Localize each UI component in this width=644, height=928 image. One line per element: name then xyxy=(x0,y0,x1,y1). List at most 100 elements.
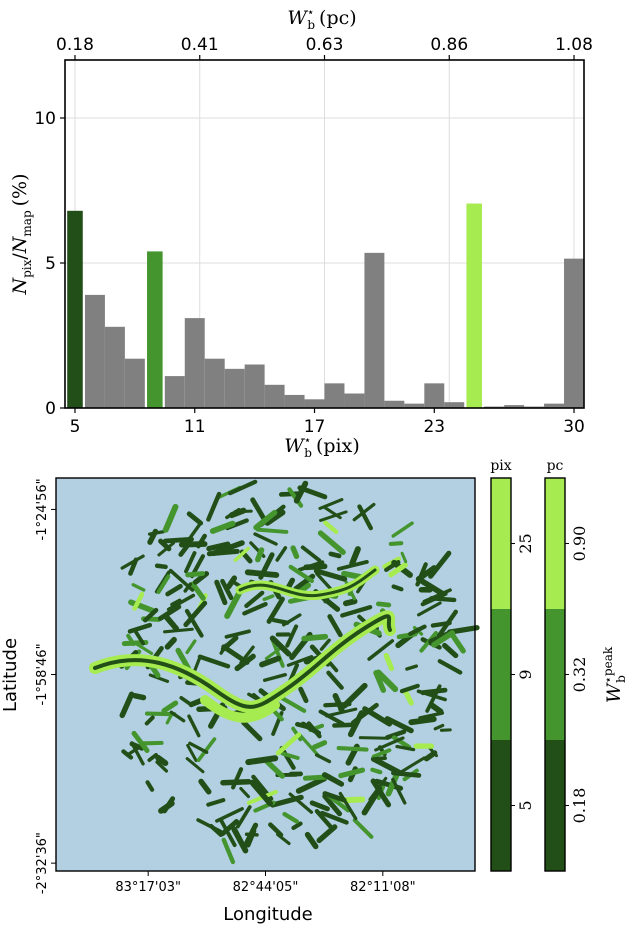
filament-segment xyxy=(219,643,228,655)
filament-segment xyxy=(408,716,437,726)
colorbar-pix-label: 5 xyxy=(516,800,535,810)
histogram-bar-29 xyxy=(544,403,565,408)
filament-segment xyxy=(370,756,403,776)
lon-tick-label: 83°17'03" xyxy=(115,880,181,895)
filament-segment xyxy=(367,639,395,661)
colorbar-pc-label: 0.32 xyxy=(570,657,589,693)
filament-segment xyxy=(206,798,226,807)
colorbar-pix-segment xyxy=(491,478,511,609)
filament-segment xyxy=(185,571,206,578)
lat-tick-label: -1°58'46" xyxy=(35,643,50,705)
filament-segment xyxy=(245,755,279,766)
filament-segment xyxy=(275,546,288,562)
filament-segment xyxy=(196,737,217,763)
histogram-bar-19 xyxy=(344,393,365,408)
filament-segment xyxy=(197,654,231,669)
colorbar-pc: pc 0.90 0.32 0.18 xyxy=(544,458,589,872)
filament-segment xyxy=(184,551,197,574)
colorbar-pix-label: 25 xyxy=(516,533,535,553)
histogram-bar-30 xyxy=(564,258,584,408)
filament-segment xyxy=(323,520,339,535)
histogram-bar-8 xyxy=(124,358,145,408)
filament-segment xyxy=(187,714,201,738)
filament-segment xyxy=(119,691,135,719)
histogram-bar-14 xyxy=(244,364,265,408)
filament-segment xyxy=(288,564,315,584)
filament-segment xyxy=(259,655,282,668)
filament-segment xyxy=(442,642,459,659)
histogram-bar-24 xyxy=(444,402,465,408)
filament-segment xyxy=(314,808,334,831)
filament-segment xyxy=(264,509,286,526)
bottom-axis-label: W⋆ b (pix) xyxy=(284,433,360,460)
filament-map xyxy=(89,479,480,865)
filament-segment xyxy=(325,707,358,718)
filament-segment xyxy=(391,584,404,592)
filament-segment xyxy=(352,818,374,839)
filament-segment xyxy=(186,511,204,526)
filament-segment xyxy=(321,772,345,787)
filament-segment xyxy=(262,594,275,602)
filament-segment xyxy=(384,729,407,740)
filament-segment xyxy=(322,793,343,817)
filament-segment xyxy=(428,702,444,715)
filament-segment xyxy=(358,736,390,740)
filament-segment xyxy=(317,530,346,555)
filament-segment xyxy=(185,757,205,774)
histogram-bar-21 xyxy=(384,400,405,408)
filament-segment xyxy=(290,545,300,560)
filament-segment xyxy=(264,645,284,660)
filament-segment xyxy=(128,599,156,614)
filament-segment xyxy=(198,778,212,795)
filament-segment xyxy=(371,748,392,759)
filament-segment xyxy=(293,480,309,504)
top-tick-label: 0.41 xyxy=(181,35,219,55)
histogram-bar-6 xyxy=(84,294,105,408)
filament-segment xyxy=(165,583,183,597)
filament-segment xyxy=(388,541,404,546)
filament-segment xyxy=(279,745,296,770)
colorbar-pc-segment xyxy=(545,740,565,871)
filament-segment xyxy=(437,659,463,675)
filament-segment xyxy=(206,491,222,522)
filament-segment xyxy=(133,641,154,656)
top-tick-label: 0.86 xyxy=(430,35,468,55)
filament-segment xyxy=(433,723,445,731)
histogram-bar-5 xyxy=(67,210,83,408)
filament-segment xyxy=(175,647,192,672)
filament-segment xyxy=(429,596,457,603)
filament-segment xyxy=(362,706,392,727)
filament-segment xyxy=(298,582,312,594)
histogram-bar-27 xyxy=(504,405,525,408)
filament-segment xyxy=(311,740,328,750)
filament-segment xyxy=(268,822,284,838)
histogram-bar-23 xyxy=(424,383,445,408)
latitude-label: Latitude xyxy=(0,638,21,712)
map-panel: 83°17'03" 82°44'05" 82°11'08" -1°24'56" -1°5… xyxy=(0,458,628,925)
filament-segment xyxy=(436,609,458,638)
filament-segment xyxy=(420,687,448,696)
filament-segment xyxy=(155,760,169,773)
filament-segment xyxy=(156,574,171,594)
filament-segment xyxy=(188,697,204,708)
filament-segment xyxy=(170,598,182,607)
filament-segment xyxy=(323,701,352,708)
filament-segment xyxy=(132,693,147,701)
filament-segment xyxy=(418,711,445,720)
filament-segment xyxy=(400,551,408,564)
filament-segment xyxy=(298,733,321,758)
filament-segment xyxy=(221,837,236,865)
colorbar-pc-label: 0.18 xyxy=(570,788,589,824)
colorbar-pix-label: 9 xyxy=(516,669,535,679)
filament-segment xyxy=(157,604,182,621)
filament-segment xyxy=(224,589,243,619)
filament-segment xyxy=(402,688,414,706)
filament-segment xyxy=(374,736,405,752)
filament-segment xyxy=(155,754,169,767)
filament-segment xyxy=(405,664,418,671)
filament-segment xyxy=(227,479,258,496)
filament-segment xyxy=(368,776,388,801)
filament-segment xyxy=(219,818,237,848)
histogram-bar-7 xyxy=(104,326,125,408)
filament-segment xyxy=(280,751,300,760)
